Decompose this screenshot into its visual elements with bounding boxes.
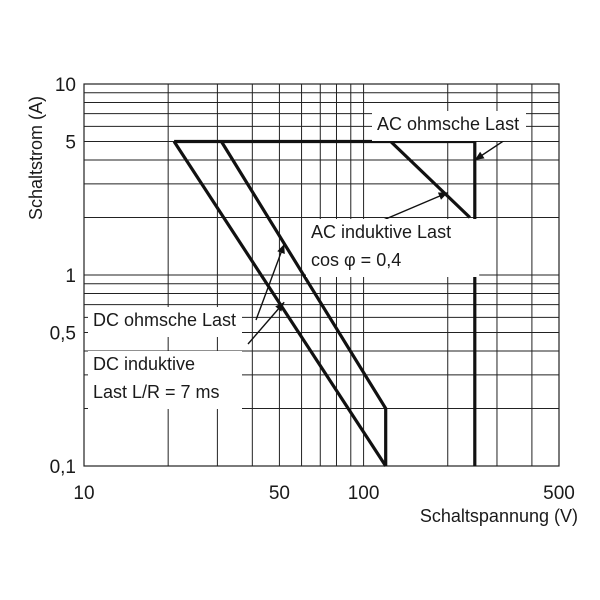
annotation-background (88, 351, 242, 409)
annotation-dc-ind: Last L/R = 7 ms (93, 382, 220, 402)
annotation-leader (247, 301, 285, 345)
x-axis-label: Schaltspannung (V) (420, 506, 578, 526)
y-tick-label: 10 (55, 75, 76, 96)
series-line-4 (174, 139, 477, 466)
annotation-ac-ind: cos φ = 0,4 (311, 250, 401, 270)
annotation-leader (255, 243, 285, 321)
y-tick-label: 0,5 (50, 323, 76, 344)
annotation-background (306, 219, 480, 277)
annotation-ac-ohm: AC ohmsche Last (377, 114, 519, 134)
annotation-ac-ind: AC induktive Last (311, 222, 451, 242)
annotation-arrowhead (277, 244, 285, 255)
x-tick-label: 100 (348, 483, 380, 504)
y-tick-label: 1 (65, 266, 76, 287)
y-axis-label: Schaltstrom (A) (26, 96, 46, 220)
annotation-dc-ind: DC induktive (93, 354, 195, 374)
annotation-arrowhead (275, 302, 285, 312)
annotation-dc-ohm: DC ohmsche Last (93, 310, 236, 330)
series-line-1 (172, 140, 388, 467)
annotation-arrowhead (474, 151, 485, 161)
x-tick-label: 50 (269, 483, 290, 504)
annotation-background (88, 307, 242, 337)
series-line-3 (389, 140, 472, 219)
annotation-arrowhead (437, 192, 448, 200)
x-tick-label: 500 (543, 483, 575, 504)
y-tick-label: 5 (65, 132, 76, 153)
annotation-background (372, 111, 526, 141)
series-lines (172, 139, 477, 467)
x-tick-label: 10 (73, 483, 94, 504)
y-tick-label: 0,1 (50, 457, 76, 478)
series-line-2 (220, 140, 388, 466)
annotations: AC ohmsche Last AC induktive Last cos φ = … (88, 111, 526, 409)
tick-labels: 10 50 100 500 0,1 0,5 1 5 10 (50, 75, 575, 504)
plot-frame (83, 83, 560, 467)
